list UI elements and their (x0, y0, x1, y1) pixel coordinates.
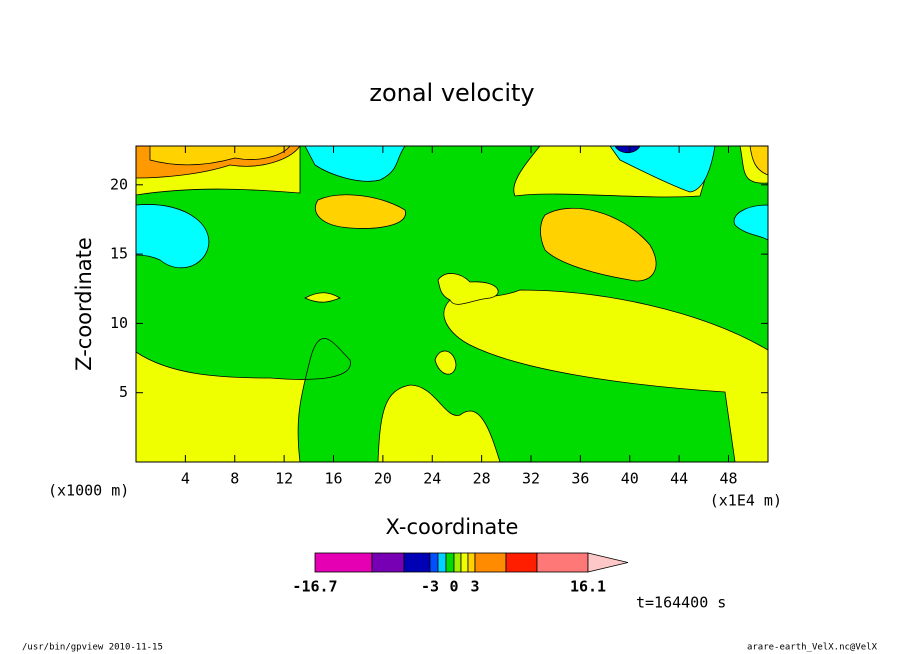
colorbar-segment (445, 552, 455, 573)
y-tick-label: 15 (110, 245, 128, 263)
y-tick-label: 20 (110, 175, 128, 193)
plot-frame (135, 145, 769, 463)
x-tick-label: 28 (473, 470, 491, 488)
x-unit-label: (x1000 m) (48, 482, 129, 500)
x-axis-label: X-coordinate (386, 515, 519, 539)
chart-title: zonal velocity (369, 79, 534, 107)
colorbar-tick-label: 0 (449, 578, 458, 596)
x-tick-label: 20 (374, 470, 392, 488)
x-tick-label: 4 (181, 470, 190, 488)
colorbar-tick-label: 16.1 (570, 578, 606, 596)
footer-right: arare-earth_VelX.nc@VelX (747, 643, 878, 653)
contour-field (136, 146, 768, 462)
colorbar-segment (467, 552, 476, 573)
y-axis-label: Z-coordinate (72, 237, 96, 371)
y-tick-label: 10 (110, 314, 128, 332)
colorbar-segment (474, 552, 507, 573)
x-tick-label: 24 (423, 470, 441, 488)
time-label: t=164400 s (636, 594, 726, 612)
colorbar-segment (403, 552, 431, 573)
x-unit-label-right: (x1E4 m) (710, 492, 782, 510)
colorbar-tick-label: -16.7 (292, 578, 337, 596)
x-tick-label: 36 (571, 470, 589, 488)
colorbar-segment (437, 552, 447, 573)
colorbar-segment (460, 552, 469, 573)
x-tick-label: 44 (670, 470, 688, 488)
colorbar-segment (371, 552, 405, 573)
x-tick-label: 32 (522, 470, 540, 488)
x-tick-label: 16 (324, 470, 342, 488)
colorbar-tick-label: 3 (470, 578, 479, 596)
y-tick-label: 5 (119, 383, 128, 401)
footer-left: /usr/bin/gpview 2010-11-15 (22, 643, 163, 653)
colorbar-segment (453, 552, 462, 573)
x-tick-label: 40 (621, 470, 639, 488)
colorbar-extension (587, 552, 629, 573)
colorbar-segment (314, 552, 373, 573)
colorbar-segment (536, 552, 589, 573)
colorbar-segment (505, 552, 538, 573)
x-tick-label: 8 (230, 470, 239, 488)
colorbar-segment (429, 552, 439, 573)
x-tick-label: 48 (719, 470, 737, 488)
colorbar-tick-label: -3 (421, 578, 439, 596)
x-tick-label: 12 (275, 470, 293, 488)
